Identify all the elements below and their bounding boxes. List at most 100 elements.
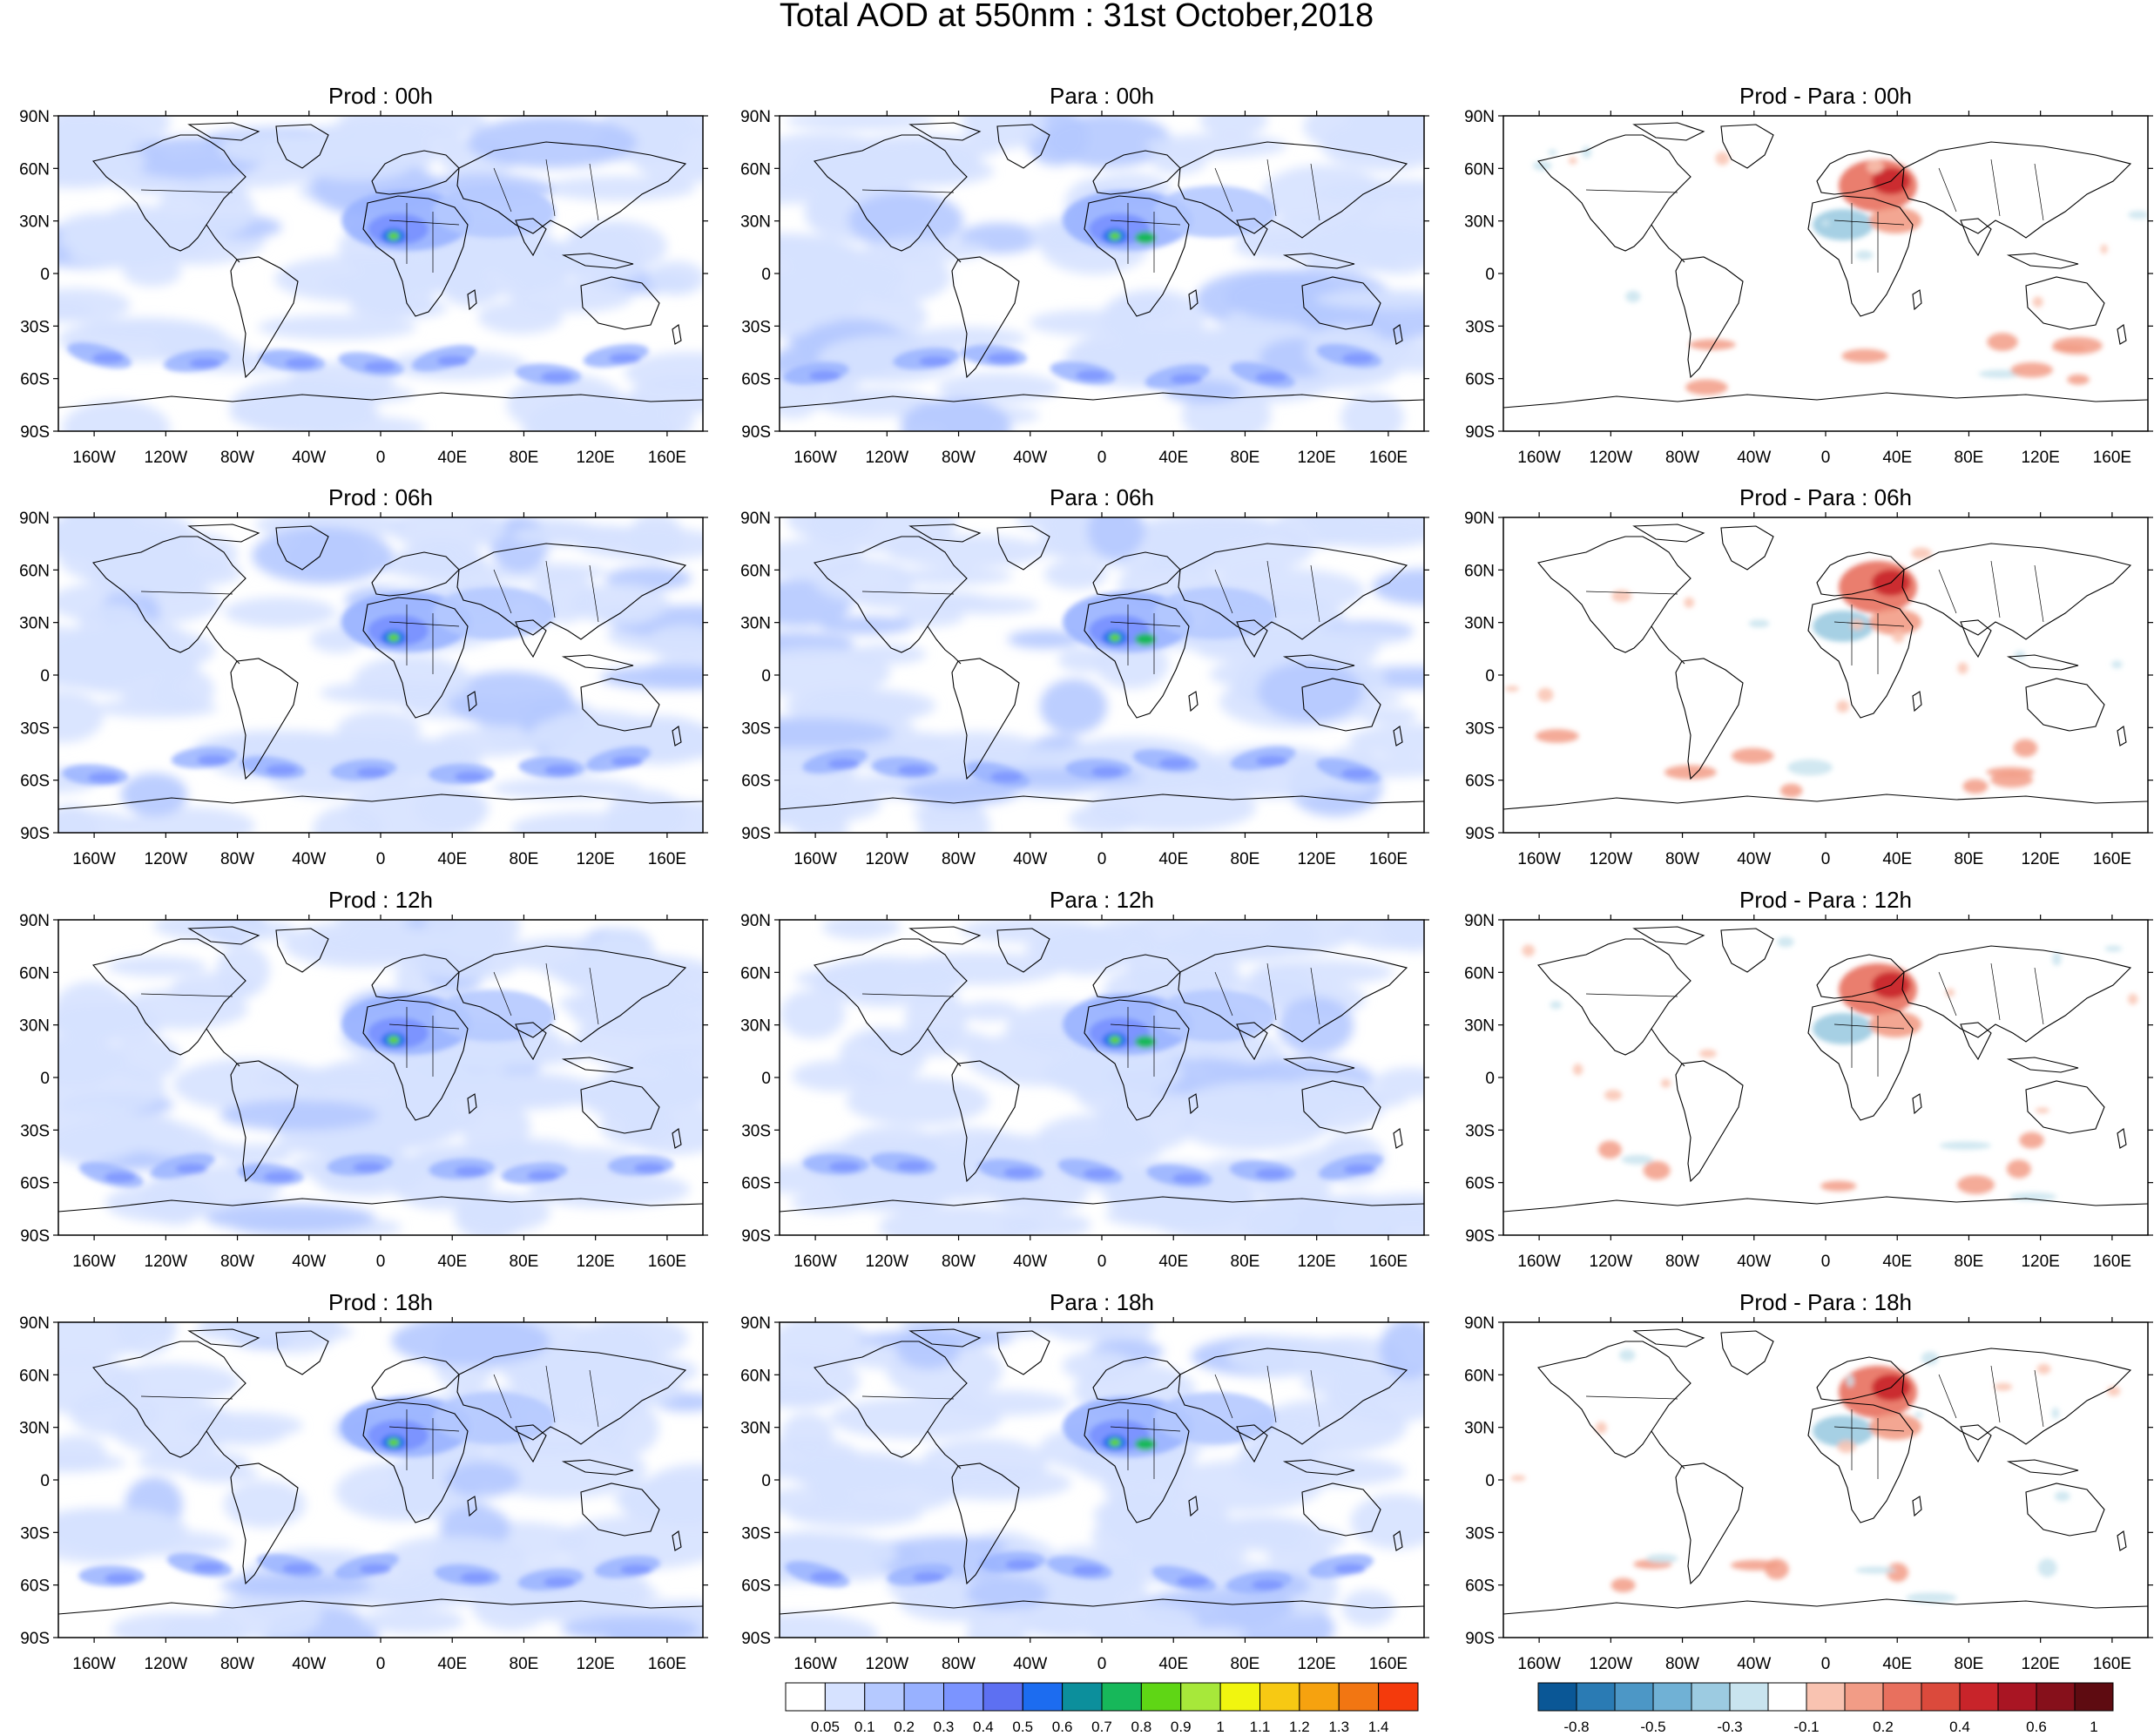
- lat-tick-label: 90N: [19, 912, 50, 930]
- lat-tick-label: 60N: [740, 964, 771, 983]
- lon-tick-label: 40W: [1013, 1253, 1047, 1271]
- colorbar-label: -0.1: [1793, 1719, 1819, 1735]
- lat-tick-label: 60S: [741, 1175, 771, 1193]
- lon-tick-label: 160E: [1369, 850, 1408, 868]
- aod-field: [780, 116, 1424, 431]
- lon-tick-label: 80W: [942, 1655, 976, 1673]
- colorbar-swatch: [1180, 1682, 1221, 1712]
- lon-tick-label: 120W: [866, 1253, 909, 1271]
- lon-tick-label: 120E: [2021, 1655, 2059, 1673]
- lat-tick-label: 90N: [740, 912, 771, 930]
- map-panel-1-3: 90N 60N 30N 0 30S 60S 90S 160W 120W 80W 40W 0 40E 80E…: [740, 1289, 1429, 1673]
- colorbar-swatch: [2074, 1682, 2114, 1712]
- lon-tick-label: 40W: [1737, 1655, 1771, 1673]
- lat-tick-label: 30S: [1465, 318, 1495, 336]
- lat-tick-label: 60N: [19, 160, 50, 179]
- lon-tick-label: 80E: [1955, 1655, 1984, 1673]
- colorbar-label: 0.4: [1949, 1719, 1970, 1735]
- lon-tick-label: 80W: [942, 1253, 976, 1271]
- colorbar-swatch: [1576, 1682, 1616, 1712]
- lon-tick-label: 120E: [576, 1655, 614, 1673]
- lon-tick-label: 160W: [72, 1253, 116, 1271]
- lat-tick-label: 30S: [20, 719, 50, 738]
- aod-field: [1503, 920, 2148, 1235]
- lat-tick-label: 30N: [1464, 1420, 1495, 1438]
- panel-title: Prod : 06h: [328, 484, 433, 510]
- panel-title: Prod - Para : 06h: [1739, 484, 1912, 510]
- lon-tick-label: 0: [1097, 449, 1107, 467]
- lon-tick-label: 40E: [1882, 1655, 1912, 1673]
- colorbar-label: 0.6: [1052, 1719, 1073, 1735]
- lat-tick-label: 90S: [1465, 1227, 1495, 1246]
- lat-tick-label: 30N: [740, 615, 771, 633]
- map-panel-2-3: 90N 60N 30N 0 30S 60S 90S 160W 120W 80W 40W 0 40E 80E…: [1464, 1289, 2153, 1673]
- lat-tick-label: 90S: [1465, 423, 1495, 442]
- lat-tick-label: 30N: [19, 213, 50, 232]
- colorbar-label: 0.2: [1873, 1719, 1894, 1735]
- lat-tick-label: 90N: [1464, 510, 1495, 528]
- colorbar-swatch: [1062, 1682, 1103, 1712]
- panel-title: Prod - Para : 18h: [1739, 1289, 1912, 1315]
- aod-field: [58, 517, 703, 833]
- lat-tick-label: 60S: [1465, 371, 1495, 389]
- lat-tick-label: 90N: [1464, 1314, 1495, 1333]
- lon-tick-label: 160E: [2093, 1253, 2131, 1271]
- lat-tick-label: 30S: [20, 1122, 50, 1140]
- colorbar-swatch: [1997, 1682, 2037, 1712]
- lon-tick-label: 0: [376, 1253, 386, 1271]
- lon-tick-label: 0: [1097, 850, 1107, 868]
- lon-tick-label: 80W: [1665, 850, 1699, 868]
- lon-tick-label: 80W: [220, 449, 254, 467]
- lat-tick-label: 60S: [1465, 773, 1495, 791]
- lat-tick-label: 90S: [741, 825, 771, 843]
- lon-tick-label: 120E: [576, 1253, 614, 1271]
- lat-tick-label: 30N: [740, 213, 771, 232]
- lon-tick-label: 80E: [1955, 449, 1984, 467]
- lon-tick-label: 80E: [1955, 1253, 1984, 1271]
- lon-tick-label: 40E: [1882, 449, 1912, 467]
- lon-tick-label: 40W: [1013, 850, 1047, 868]
- lon-tick-label: 40W: [292, 449, 326, 467]
- panel-title: Prod : 18h: [328, 1289, 433, 1315]
- lon-tick-label: 80E: [1231, 1253, 1260, 1271]
- colorbar-swatch: [1140, 1682, 1182, 1712]
- lon-tick-label: 40W: [292, 1253, 326, 1271]
- panel-title: Para : 12h: [1050, 887, 1154, 913]
- lat-tick-label: 30S: [741, 318, 771, 336]
- lon-tick-label: 160W: [72, 449, 116, 467]
- lon-tick-label: 0: [1821, 1655, 1831, 1673]
- lon-tick-label: 40E: [1158, 1253, 1188, 1271]
- lon-tick-label: 40W: [292, 850, 326, 868]
- lat-tick-label: 60N: [1464, 160, 1495, 179]
- lat-tick-label: 30S: [1465, 1122, 1495, 1140]
- colorbar-swatch: [1022, 1682, 1063, 1712]
- lon-tick-label: 160W: [1517, 850, 1561, 868]
- lon-tick-label: 160W: [72, 1655, 116, 1673]
- lon-tick-label: 0: [1097, 1655, 1107, 1673]
- lon-tick-label: 160W: [72, 850, 116, 868]
- colorbar-swatch: [1259, 1682, 1300, 1712]
- colorbar-label: 0.7: [1091, 1719, 1112, 1735]
- panel-title: Prod - Para : 00h: [1739, 83, 1912, 109]
- colorbar-swatch: [1959, 1682, 1999, 1712]
- lat-tick-label: 90N: [19, 1314, 50, 1333]
- lon-tick-label: 120E: [2021, 1253, 2059, 1271]
- lon-tick-label: 0: [1821, 1253, 1831, 1271]
- lat-tick-label: 0: [1485, 1070, 1495, 1088]
- panel-title: Prod - Para : 12h: [1739, 887, 1912, 913]
- colorbar-label: 1.2: [1289, 1719, 1310, 1735]
- lon-tick-label: 40E: [437, 1655, 467, 1673]
- lon-tick-label: 40E: [1882, 1253, 1912, 1271]
- lat-tick-label: 60N: [19, 562, 50, 580]
- colorbar-swatch: [1299, 1682, 1340, 1712]
- lon-tick-label: 160W: [1517, 449, 1561, 467]
- lat-tick-label: 0: [40, 1472, 50, 1490]
- lat-tick-label: 60S: [20, 371, 50, 389]
- lat-tick-label: 90N: [740, 1314, 771, 1333]
- lon-tick-label: 120E: [1297, 1655, 1335, 1673]
- lon-tick-label: 120E: [576, 449, 614, 467]
- lon-tick-label: 160W: [793, 1655, 837, 1673]
- lon-tick-label: 120W: [145, 1655, 188, 1673]
- lon-tick-label: 160W: [793, 1253, 837, 1271]
- lon-tick-label: 80W: [1665, 1253, 1699, 1271]
